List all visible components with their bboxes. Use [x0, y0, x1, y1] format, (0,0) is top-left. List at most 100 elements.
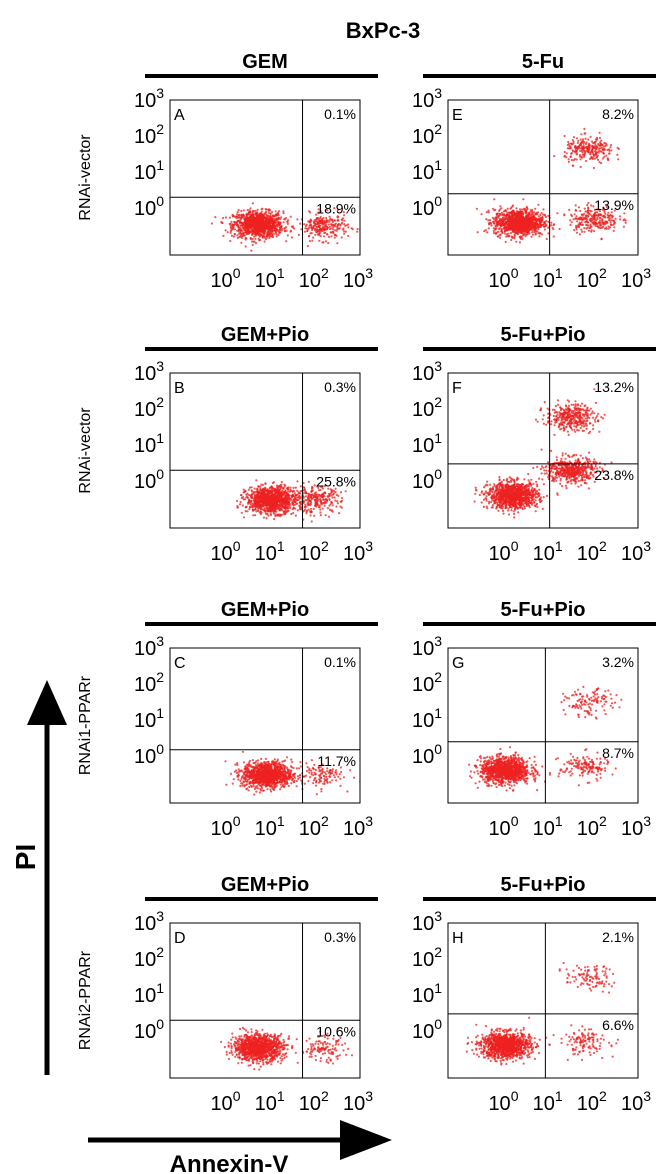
- scatter-point: [532, 482, 535, 485]
- scatter-point: [540, 211, 543, 215]
- scatter-point: [340, 497, 344, 500]
- scatter-point: [576, 147, 579, 150]
- scatter-point: [525, 211, 528, 214]
- scatter-point: [492, 229, 495, 233]
- scatter-point: [501, 214, 504, 217]
- scatter-point: [512, 209, 515, 212]
- scatter-point: [598, 223, 601, 226]
- scatter-point: [610, 216, 614, 219]
- scatter-point: [580, 221, 583, 224]
- scatter-point: [510, 211, 513, 214]
- scatter-point: [246, 226, 249, 229]
- scatter-point: [254, 514, 257, 517]
- plot-frame: [447, 99, 639, 256]
- scatter-point: [232, 235, 235, 238]
- scatter-point: [328, 498, 331, 501]
- scatter-point: [275, 510, 278, 513]
- scatter-point: [272, 481, 275, 484]
- scatter-point: [563, 155, 566, 158]
- scatter-point: [543, 214, 547, 217]
- scatter-point: [313, 514, 316, 517]
- scatter-point: [283, 227, 286, 230]
- upper-right-percent: 0.3%: [324, 379, 356, 395]
- scatter-point: [276, 484, 279, 487]
- scatter-point: [214, 216, 217, 219]
- scatter-point: [255, 479, 258, 482]
- scatter-point: [547, 214, 550, 217]
- scatter-point: [285, 510, 288, 513]
- scatter-point: [586, 149, 589, 152]
- scatter-point: [334, 222, 337, 225]
- scatter-point: [509, 227, 512, 230]
- scatter-point: [599, 227, 603, 230]
- scatter-point: [574, 217, 577, 220]
- scatter-point: [603, 142, 606, 145]
- scatter-point: [242, 232, 245, 236]
- scatter-point: [267, 507, 270, 510]
- scatter-point: [343, 232, 346, 235]
- scatter-point: [272, 501, 275, 504]
- scatter-point: [269, 212, 272, 215]
- scatter-point: [533, 211, 536, 214]
- scatter-point: [286, 507, 289, 510]
- scatter-point: [586, 210, 590, 214]
- scatter-point: [263, 236, 266, 239]
- scatter-point: [534, 207, 537, 210]
- scatter-point: [507, 509, 510, 512]
- scatter-point: [270, 501, 273, 504]
- scatter-point: [317, 506, 321, 509]
- scatter-point: [530, 235, 533, 238]
- scatter-point: [285, 226, 288, 229]
- scatter-point: [323, 484, 326, 488]
- scatter-point: [222, 216, 225, 220]
- scatter-point: [597, 208, 600, 211]
- scatter-point: [262, 516, 265, 519]
- scatter-point: [585, 159, 588, 163]
- scatter-point: [327, 223, 330, 226]
- scatter-point: [325, 498, 328, 502]
- scatter-point: [325, 218, 328, 221]
- scatter-point: [315, 226, 318, 229]
- scatter-point: [507, 218, 510, 222]
- panel-letter: B: [174, 380, 185, 397]
- scatter-point: [290, 496, 293, 500]
- scatter-point: [286, 222, 289, 225]
- scatter-point: [595, 214, 598, 217]
- scatter-point: [272, 215, 275, 218]
- scatter-point: [284, 217, 287, 220]
- scatter-point: [513, 234, 516, 237]
- scatter-point: [240, 511, 243, 514]
- scatter-point: [330, 231, 333, 234]
- scatter-point: [336, 500, 339, 503]
- scatter-point: [570, 158, 573, 162]
- scatter-point: [239, 500, 242, 504]
- scatter-point: [516, 229, 519, 232]
- scatter-point: [604, 212, 607, 215]
- scatter-point: [316, 228, 320, 231]
- scatter-point: [592, 166, 596, 170]
- scatter-point: [543, 221, 546, 224]
- scatter-point: [498, 234, 502, 237]
- scatter-point: [581, 213, 584, 216]
- scatter-point: [506, 214, 509, 217]
- scatter-point: [251, 493, 254, 496]
- scatter-point: [529, 223, 532, 226]
- scatter-point: [336, 219, 339, 222]
- scatter-point: [309, 223, 313, 226]
- scatter-point: [313, 484, 316, 487]
- scatter-point: [600, 162, 603, 165]
- scatter-point: [233, 223, 236, 226]
- scatter-point: [505, 233, 508, 236]
- scatter-point: [275, 497, 278, 500]
- scatter-point: [240, 496, 243, 500]
- scatter-point: [607, 211, 610, 214]
- scatter-point: [567, 140, 570, 144]
- lower-right-percent: 18.9%: [316, 200, 356, 216]
- scatter-point: [259, 499, 262, 502]
- scatter-point: [506, 211, 509, 214]
- scatter-point: [244, 216, 247, 219]
- scatter-point: [584, 137, 587, 140]
- scatter-point: [587, 206, 590, 209]
- scatter-point: [266, 501, 269, 504]
- scatter-point: [518, 223, 522, 226]
